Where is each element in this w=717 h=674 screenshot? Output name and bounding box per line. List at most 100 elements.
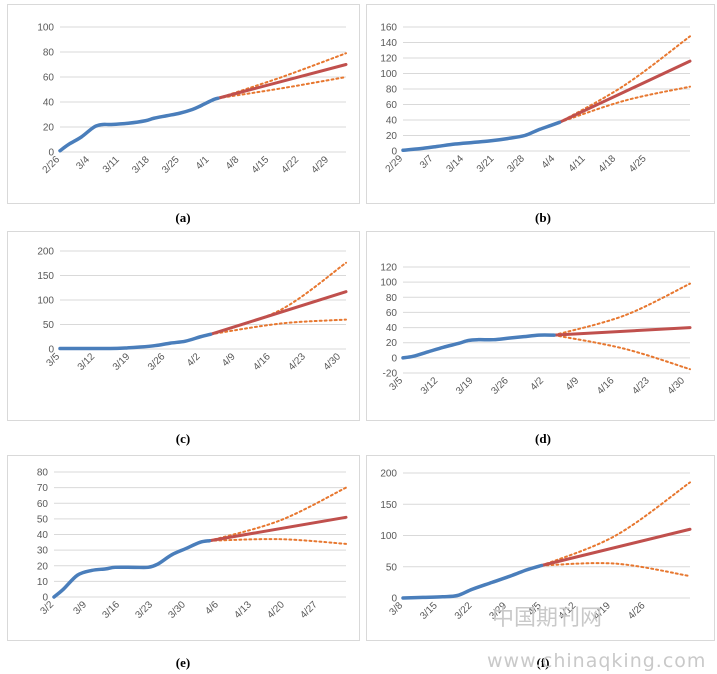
x-tick-label: 3/25 xyxy=(160,154,182,176)
forecast-line xyxy=(209,290,348,336)
x-tick-label: 4/29 xyxy=(310,154,332,176)
x-tick-label: 2/26 xyxy=(41,154,63,176)
y-tick-label: 60 xyxy=(43,73,55,84)
chart-panel-a: 0 20 40 60 80 100 2/26 3/4 3/11 3/18 3/25 4/1 4/8 4/1… xyxy=(7,4,360,204)
y-tick-label: 60 xyxy=(386,308,398,319)
lower-bound-line xyxy=(553,334,691,371)
lower-bound-line xyxy=(209,318,347,336)
y-tick-label: 20 xyxy=(37,561,49,572)
x-tick-label: 3/18 xyxy=(130,154,152,176)
y-tick-label: 70 xyxy=(37,483,49,494)
x-tick-label: 4/16 xyxy=(595,375,617,397)
x-tick-label: 4/2 xyxy=(185,351,203,369)
y-tick-label: 100 xyxy=(37,296,54,307)
y-tick-label: 120 xyxy=(380,263,397,274)
x-tick-label: 4/18 xyxy=(597,153,619,175)
x-tick-label: 3/9 xyxy=(71,599,89,617)
y-tick-label: 120 xyxy=(380,54,397,65)
chart-svg: 0 50 100 150 200 3/5 3/12 3/19 3/26 4/2 4/9 4/16 4/2… xyxy=(37,247,348,373)
y-tick-label: 80 xyxy=(386,293,398,304)
y-tick-label: 40 xyxy=(386,116,398,127)
y-tick-label: 0 xyxy=(42,593,48,604)
x-tick-label: 4/15 xyxy=(250,154,272,176)
lower-bound-line xyxy=(540,562,691,578)
upper-bound-line xyxy=(208,486,347,542)
caption-b: (b) xyxy=(535,210,551,225)
upper-bound-line xyxy=(216,52,347,100)
y-tick-label: 80 xyxy=(37,468,49,479)
x-tick-label: 4/30 xyxy=(666,375,688,397)
observed-line xyxy=(401,563,544,600)
watermark-cn: 中国期刊网 xyxy=(492,606,603,631)
x-tick-label: 3/2 xyxy=(39,599,57,617)
y-tick-label: 40 xyxy=(37,530,49,541)
caption-f: (f) xyxy=(536,655,550,670)
y-tick-label: 140 xyxy=(380,38,397,49)
forecast-line xyxy=(540,527,692,567)
x-tick-label: 3/28 xyxy=(505,153,527,175)
y-tick-label: -20 xyxy=(383,369,398,380)
y-tick-label: 60 xyxy=(386,100,398,111)
y-tick-label: 40 xyxy=(43,98,55,109)
observed-line xyxy=(58,96,220,153)
y-tick-label: 80 xyxy=(386,85,398,96)
caption-e: (e) xyxy=(175,655,191,670)
y-tick-label: 40 xyxy=(386,323,398,334)
y-tick-label: 200 xyxy=(380,469,397,480)
x-tick-label: 4/4 xyxy=(540,153,558,171)
y-tick-label: 150 xyxy=(380,500,397,511)
x-tick-label: 4/23 xyxy=(286,351,308,373)
x-tick-label: 3/12 xyxy=(76,351,98,373)
x-tick-label: 3/14 xyxy=(444,153,466,175)
y-tick-label: 50 xyxy=(37,514,49,525)
y-tick-label: 50 xyxy=(386,562,398,573)
chart-svg: 0 20 40 60 80 100 2/26 3/4 3/11 3/18 3/25 4/1 4/8 4/1… xyxy=(37,23,348,176)
lower-bound-line xyxy=(216,76,347,100)
x-tick-label: 4/13 xyxy=(232,599,254,621)
y-tick-label: 10 xyxy=(37,577,49,588)
lower-bound-line xyxy=(558,85,691,124)
x-tick-label: 3/26 xyxy=(146,351,168,373)
y-tick-label: 0 xyxy=(391,147,397,158)
x-tick-label: 4/30 xyxy=(322,351,344,373)
y-tick-label: 0 xyxy=(391,594,397,605)
x-tick-label: 3/19 xyxy=(111,351,133,373)
x-tick-label: 3/8 xyxy=(388,600,406,618)
x-tick-label: 4/1 xyxy=(194,154,212,172)
x-tick-label: 4/9 xyxy=(220,351,238,369)
y-tick-label: 160 xyxy=(380,23,397,34)
forecast-line xyxy=(207,515,348,543)
forecast-line xyxy=(552,326,692,337)
x-tick-label: 4/23 xyxy=(630,375,652,397)
watermark-url: www.chinaqking.com xyxy=(487,650,707,672)
x-tick-label: 3/5 xyxy=(45,351,63,369)
x-tick-label: 4/2 xyxy=(528,375,546,393)
x-tick-label: 4/27 xyxy=(298,599,320,621)
y-tick-label: 0 xyxy=(391,353,397,364)
observed-line xyxy=(52,539,212,599)
y-tick-label: 100 xyxy=(380,69,397,80)
forecast-line xyxy=(216,63,348,100)
y-tick-label: 80 xyxy=(43,48,55,59)
lower-bound-line xyxy=(208,538,347,545)
x-tick-label: 3/22 xyxy=(453,600,475,622)
y-tick-label: 100 xyxy=(380,531,397,542)
x-tick-label: 4/8 xyxy=(224,154,242,172)
chart-panel-e: 0 10 20 30 40 50 60 70 80 3/2 3/9 3/16 3/23 3/30 4/6 4/… xyxy=(7,455,360,641)
y-tick-label: 20 xyxy=(43,123,55,134)
x-tick-label: 3/30 xyxy=(166,599,188,621)
chart-svg: 0 10 20 30 40 50 60 70 80 3/2 3/9 3/16 3/23 3/30 4/6 4/… xyxy=(37,468,348,621)
x-tick-label: 4/16 xyxy=(251,351,273,373)
x-tick-label: 4/20 xyxy=(265,599,287,621)
y-tick-label: 20 xyxy=(386,338,398,349)
y-tick-label: 100 xyxy=(37,23,54,34)
forecast-line xyxy=(558,59,692,124)
x-tick-label: 2/29 xyxy=(384,153,406,175)
upper-bound-line xyxy=(558,35,691,124)
chart-panel-b: 0 20 40 60 80 100 120 140 160 2/29 3/7 3/14 3/21 3/28… xyxy=(366,4,715,204)
y-tick-label: 150 xyxy=(37,271,54,282)
x-tick-label: 4/22 xyxy=(280,154,302,176)
chart-panel-c: 0 50 100 150 200 3/5 3/12 3/19 3/26 4/2 4/9 4/16 4/2… xyxy=(7,231,360,421)
